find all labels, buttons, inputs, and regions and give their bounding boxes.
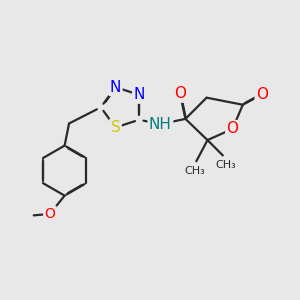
- Text: CH₃: CH₃: [215, 160, 236, 170]
- Text: S: S: [111, 120, 120, 135]
- Text: CH₃: CH₃: [184, 166, 205, 176]
- Text: N: N: [134, 87, 145, 102]
- Text: O: O: [44, 207, 55, 221]
- Text: O: O: [174, 86, 186, 101]
- Text: N: N: [110, 80, 121, 94]
- Text: NH: NH: [149, 117, 172, 132]
- Text: O: O: [256, 87, 268, 102]
- Text: O: O: [226, 122, 238, 136]
